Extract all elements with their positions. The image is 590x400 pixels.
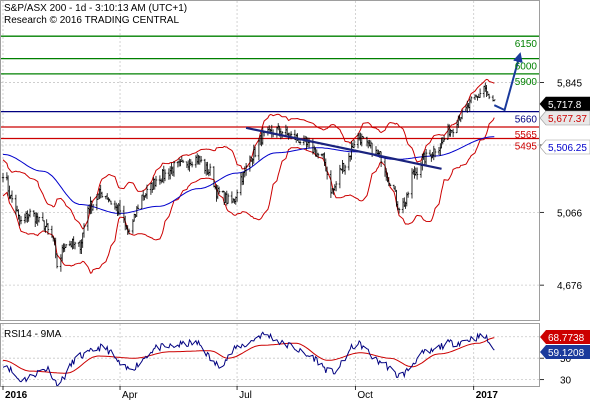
price-tag-box bbox=[539, 139, 590, 155]
price-bar bbox=[73, 241, 77, 250]
price-tick-label: 5,845 bbox=[557, 78, 582, 89]
main-gridlines bbox=[1, 1, 539, 320]
price-bar bbox=[298, 140, 302, 145]
price-bar bbox=[145, 184, 149, 200]
time-tick-label: Oct bbox=[357, 390, 373, 400]
forecast-arrow bbox=[493, 52, 523, 112]
rsi-panel-frame bbox=[0, 323, 540, 387]
price-bar bbox=[181, 159, 185, 163]
price-tag-last-close: 5,717.8 bbox=[548, 100, 582, 111]
rsi-tick-label: 30 bbox=[560, 376, 572, 387]
price-bar bbox=[199, 156, 203, 163]
price-bar bbox=[163, 169, 167, 182]
level-label-5660: 5660 bbox=[515, 115, 538, 126]
rsi-line bbox=[2, 331, 495, 386]
price-bar bbox=[493, 99, 496, 102]
level-label-5495: 5495 bbox=[515, 142, 538, 153]
price-bar bbox=[19, 216, 23, 225]
price-tag-box bbox=[539, 96, 590, 112]
price-bar bbox=[451, 128, 455, 138]
rsi-tag-ma: 68.7738 bbox=[548, 333, 585, 344]
price-bar bbox=[316, 152, 320, 159]
price-bar bbox=[226, 193, 230, 204]
rsi-panel-title: RSI14 - 9MA bbox=[4, 329, 62, 340]
price-bar bbox=[442, 135, 446, 142]
price-bar bbox=[91, 204, 95, 211]
level-label-5565: 5565 bbox=[515, 130, 538, 141]
price-bar bbox=[190, 161, 194, 168]
price-bar bbox=[172, 161, 176, 177]
price-bar bbox=[460, 109, 464, 120]
price-bar bbox=[46, 223, 50, 235]
price-bar bbox=[136, 204, 140, 210]
price-bar bbox=[10, 190, 14, 203]
price-bar bbox=[487, 93, 491, 100]
price-bar bbox=[334, 181, 338, 192]
price-bar bbox=[406, 191, 410, 198]
level-label-5900: 5900 bbox=[515, 77, 538, 88]
price-bar bbox=[343, 164, 347, 175]
research-credit: Research © 2016 TRADING CENTRAL bbox=[4, 15, 179, 26]
price-bar bbox=[379, 151, 383, 167]
price-tag-box bbox=[539, 110, 590, 126]
time-tick-label: 2016 bbox=[5, 390, 28, 400]
time-tick-label: 2017 bbox=[476, 390, 499, 400]
rsi-tag-box bbox=[540, 330, 590, 344]
price-bar bbox=[469, 96, 473, 104]
falling-trendline bbox=[245, 126, 442, 170]
price-bar bbox=[1, 172, 5, 183]
price-bar bbox=[415, 167, 419, 180]
price-bar bbox=[100, 191, 104, 198]
price-bar bbox=[154, 175, 158, 187]
level-label-6150: 6150 bbox=[515, 39, 538, 50]
price-bar bbox=[325, 166, 329, 180]
price-tag-moving-average: 5,506.25 bbox=[548, 143, 587, 154]
price-bar bbox=[28, 208, 32, 218]
price-tick-label: 4,676 bbox=[557, 281, 582, 292]
price-bar bbox=[244, 163, 248, 176]
price-bar bbox=[82, 223, 86, 238]
horizontal-levels bbox=[1, 35, 539, 140]
price-bar bbox=[352, 139, 356, 149]
price-bar bbox=[55, 253, 59, 269]
price-bar bbox=[424, 149, 428, 166]
time-axis: 2016 Apr Jul Oct 2017 bbox=[2, 386, 499, 400]
price-bar bbox=[217, 186, 221, 194]
rsi-tag-box bbox=[540, 345, 590, 359]
price-bar bbox=[478, 88, 482, 98]
price-bar bbox=[388, 183, 392, 186]
price-bar bbox=[208, 163, 212, 176]
price-tag-bollinger-upper: 5,677.37 bbox=[548, 114, 587, 125]
price-tags: 5,717.8 5,677.37 5,506.25 bbox=[539, 96, 590, 155]
price-bar bbox=[253, 146, 257, 158]
price-bar bbox=[37, 216, 41, 223]
bollinger-lower bbox=[2, 117, 495, 274]
price-bar bbox=[64, 244, 68, 248]
price-bar bbox=[361, 136, 365, 139]
rsi-tag-rsi: 59.1208 bbox=[548, 348, 585, 359]
rsi-lines bbox=[2, 331, 495, 386]
chart-title: S&P/ASX 200 - 1d - 3:10:13 AM (UTC+1) bbox=[4, 3, 187, 14]
price-bar bbox=[118, 199, 122, 216]
price-tick-label: 5,066 bbox=[557, 208, 582, 219]
level-label-6000: 6000 bbox=[515, 62, 538, 73]
price-bar bbox=[235, 189, 239, 202]
time-tick-label: Jul bbox=[239, 390, 252, 400]
price-bar bbox=[397, 207, 401, 214]
rsi-axis: 30 50 68.7738 59.1208 bbox=[540, 330, 590, 387]
rsi-tick-label: 50 bbox=[560, 354, 572, 365]
rsi-ma-line bbox=[2, 337, 495, 374]
price-bar bbox=[109, 200, 113, 205]
time-tick-label: Apr bbox=[122, 390, 138, 400]
main-panel-frame bbox=[0, 0, 540, 321]
price-bar bbox=[127, 228, 131, 235]
price-bars bbox=[1, 82, 496, 272]
price-bar bbox=[433, 148, 437, 158]
